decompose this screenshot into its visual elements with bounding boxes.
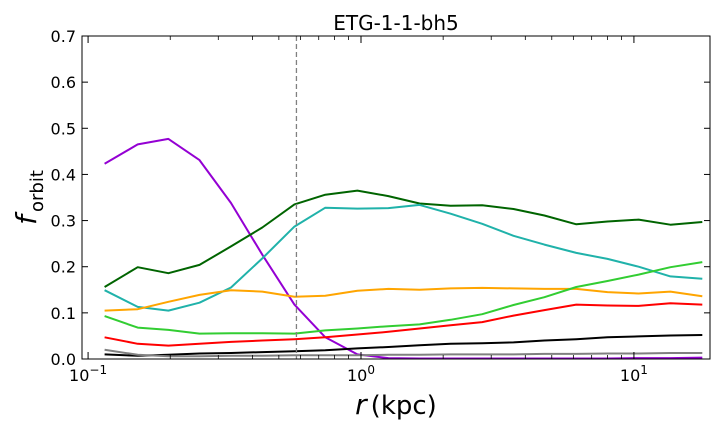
y-axis-sub: orbit: [27, 170, 48, 212]
x-axis-unit: (kpc): [371, 391, 437, 421]
y-tick-label: 0.3: [51, 212, 76, 231]
series-line-7: [104, 334, 703, 357]
plot-frame: [81, 35, 711, 360]
y-tick-label: 0.1: [51, 304, 76, 323]
series-line-4: [104, 286, 703, 312]
tick-labels-layer: 0.0 0.1 0.2 0.3 0.4 0.5 0.6 0.7 10−1 100 101: [51, 27, 648, 385]
ticks-layer: [82, 35, 710, 360]
x-tick-label: 10−1: [69, 363, 107, 385]
y-tick-label: 0.5: [51, 119, 76, 138]
y-tick-label: 0.7: [51, 27, 76, 46]
x-tick-label: 100: [347, 363, 375, 385]
series-line-3: [104, 203, 703, 312]
y-tick-label: 0.6: [51, 73, 76, 92]
x-tick-label: 101: [620, 363, 648, 385]
series-line-6: [104, 302, 703, 347]
y-tick-label: 0.4: [51, 165, 76, 184]
series-line-5: [104, 261, 703, 335]
y-tick-label: 0.0: [51, 350, 76, 369]
y-axis-label: forbit: [10, 170, 48, 225]
series-line-2: [104, 189, 703, 288]
x-axis-var: r: [355, 388, 368, 421]
series-line-8: [104, 348, 703, 358]
y-tick-label: 0.2: [51, 258, 76, 277]
chart-title: ETG-1-1-bh5: [333, 11, 459, 35]
series-layer: [104, 137, 703, 360]
x-axis-label: r (kpc): [355, 388, 437, 421]
